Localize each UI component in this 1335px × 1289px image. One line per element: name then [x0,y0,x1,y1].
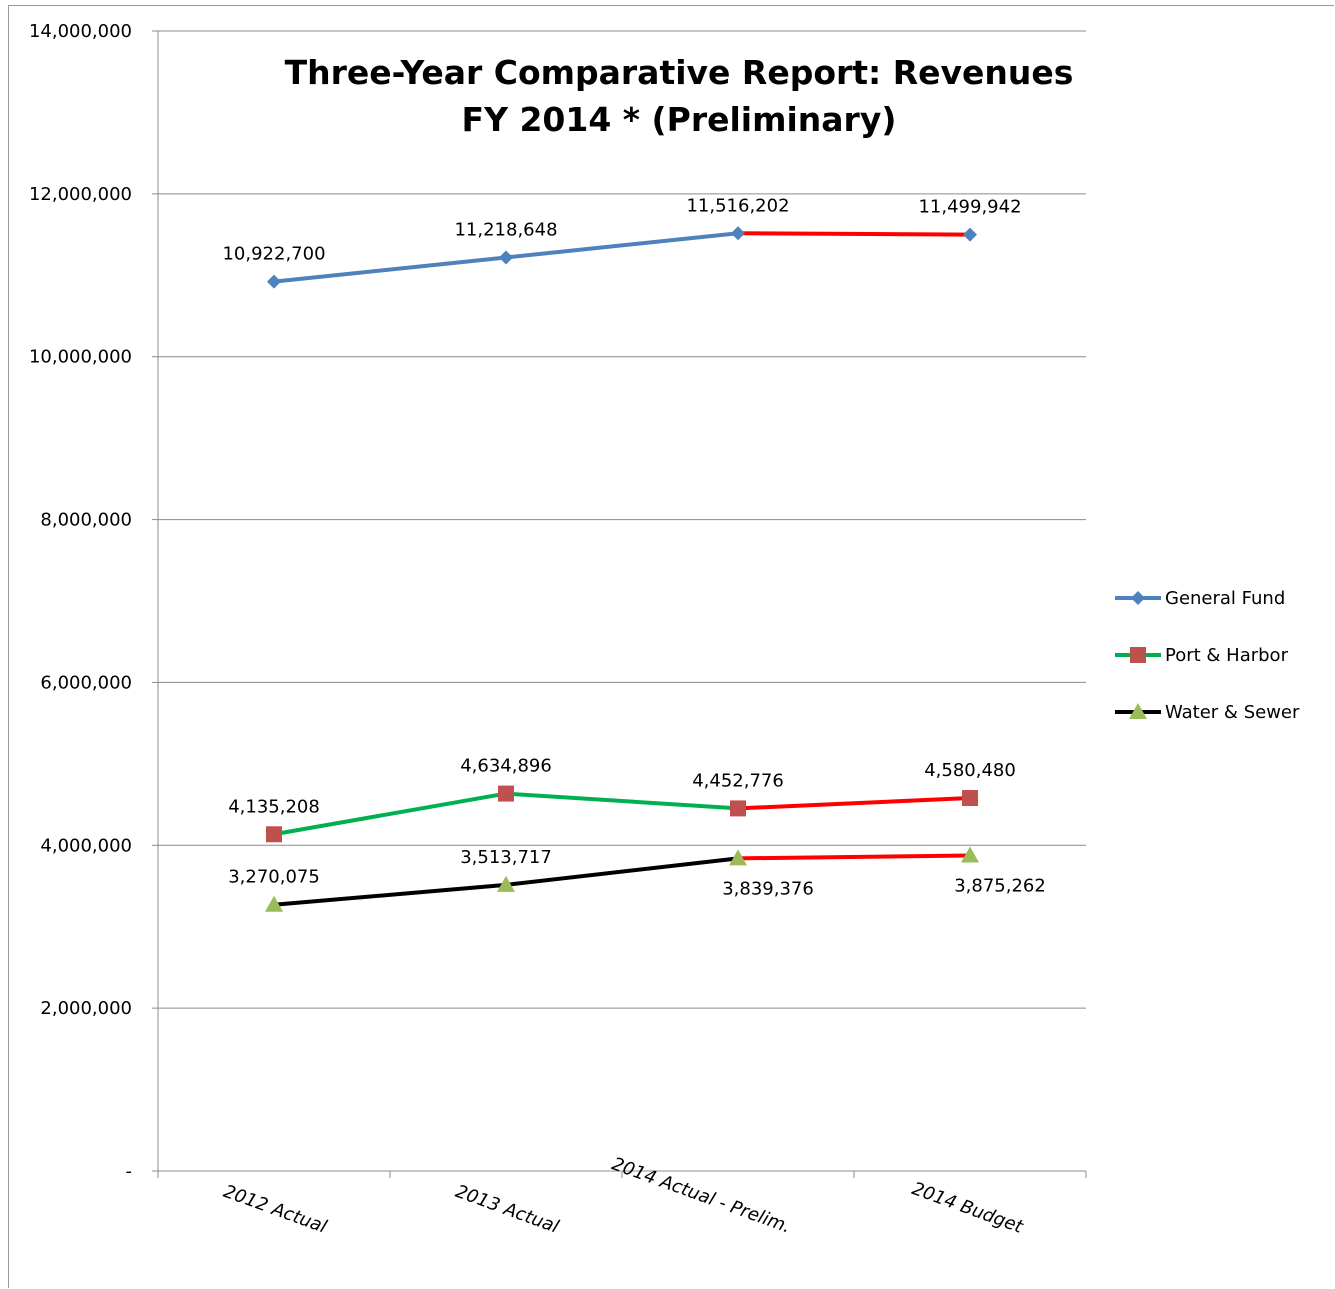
chart-frame: - 2,000,000 4,000,000 6,000,000 8,000,000 10,… [8,5,1334,1288]
data-label: 4,580,480 [924,760,1016,781]
gridlines [158,30,1086,1009]
data-label: 3,270,075 [228,867,320,888]
legend-item: General Fund [1115,588,1285,609]
square-marker [962,790,978,807]
series-general-fund [267,226,977,289]
y-tick-label: 2,000,000 [40,998,132,1019]
diamond-marker [963,227,977,242]
triangle-marker [265,895,283,912]
series-line-segment [272,882,508,907]
line-chart: - 2,000,000 4,000,000 6,000,000 8,000,000 10,… [29,21,1300,1238]
y-tick-label: 10,000,000 [29,347,132,368]
diamond-marker [499,250,513,265]
x-tick-label: 2014 Budget [909,1178,1026,1238]
data-label: 4,452,776 [692,770,784,791]
diamond-marker [267,274,281,289]
data-labels: 10,922,700 11,218,648 11,516,202 11,499,942… [222,195,1045,899]
x-tick-label: 2012 Actual [221,1181,330,1238]
chart-subtitle: FY 2014 * (Preliminary) [462,100,897,139]
data-label: 11,218,648 [454,219,557,240]
square-marker [498,785,514,802]
triangle-marker [1129,703,1147,719]
x-tick-label: 2013 Actual [453,1181,562,1238]
diamond-marker [731,226,745,241]
series-line-segment [504,856,740,887]
series-line-segment [736,853,972,861]
data-label: 4,135,208 [228,796,320,817]
series-water-sewer [265,846,979,912]
diamond-marker [1131,591,1145,605]
series-line-segment [504,791,740,811]
square-marker [266,826,282,843]
y-tick-label: 8,000,000 [40,510,132,531]
series-port-harbor [266,785,978,843]
data-label: 10,922,700 [222,244,325,265]
legend: General Fund Port & Harbor Water & Sewer [1115,588,1300,723]
y-tick-label: 4,000,000 [40,835,132,856]
series-line-segment [736,231,972,237]
series-line-segment [272,791,508,837]
data-label: 4,634,896 [460,756,552,777]
y-tick-label: 12,000,000 [29,184,132,205]
data-label: 3,839,376 [722,878,814,899]
legend-item: Port & Harbor [1115,645,1289,666]
legend-label: Water & Sewer [1165,702,1300,723]
triangle-marker [961,846,979,863]
legend-label: Port & Harbor [1165,645,1289,666]
series-line-segment [504,231,740,260]
y-tick-label: 14,000,000 [29,21,132,42]
data-label: 11,499,942 [918,197,1021,218]
legend-label: General Fund [1165,588,1285,609]
legend-item: Water & Sewer [1115,702,1300,723]
square-marker [1130,647,1146,663]
data-label: 11,516,202 [686,195,789,216]
series-layer [265,226,979,912]
chart-title: Three-Year Comparative Report: Revenues [285,53,1074,92]
data-label: 3,875,262 [954,875,1046,896]
series-line-segment [736,796,972,811]
square-marker [730,800,746,817]
x-tick-label: 2014 Actual - Prelim. [609,1153,794,1237]
y-tick-label: - [126,1161,133,1182]
data-label: 3,513,717 [460,847,552,868]
triangle-marker [497,875,515,892]
triangle-marker [729,849,747,866]
series-line-segment [272,255,508,284]
y-tick-label: 6,000,000 [40,672,132,693]
